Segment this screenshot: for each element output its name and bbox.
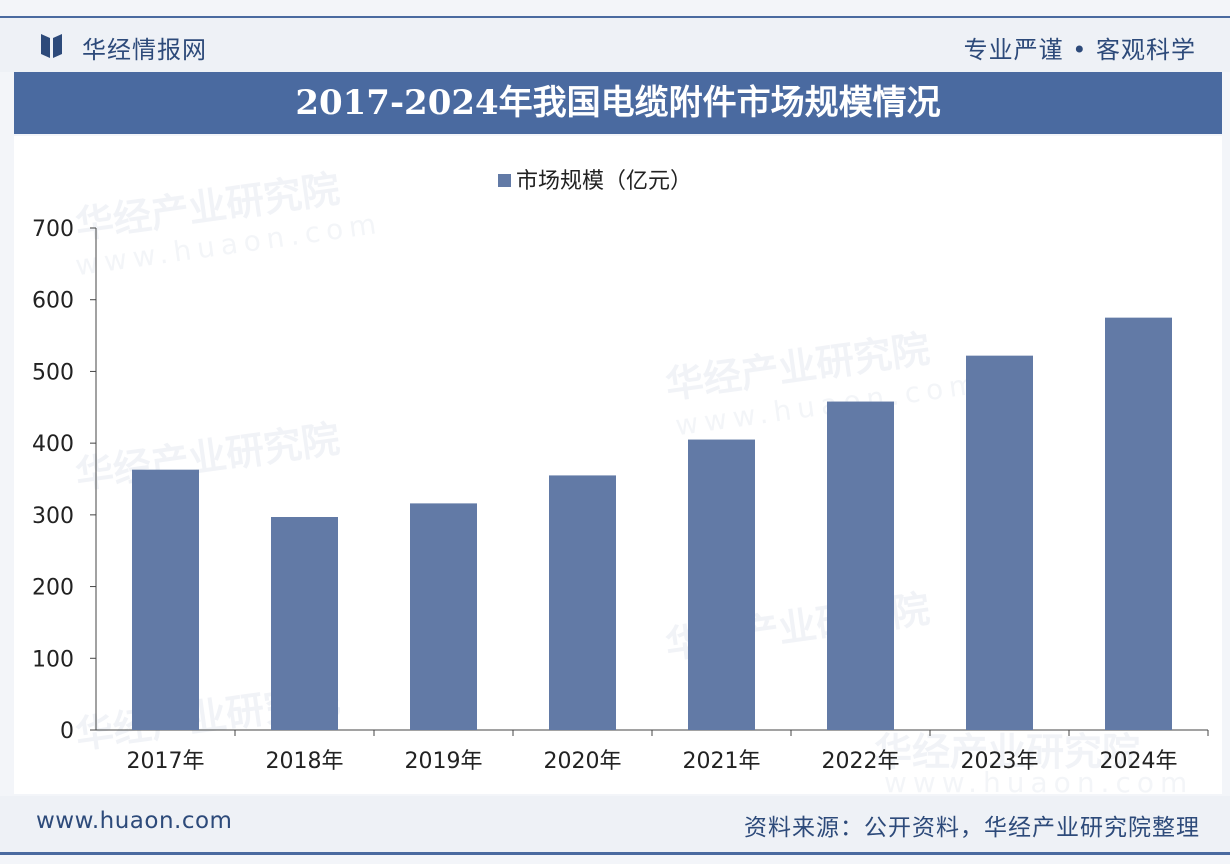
bar <box>827 401 894 730</box>
legend-label: 市场规模（亿元） <box>516 169 692 194</box>
x-tick-label: 2021年 <box>683 749 761 774</box>
title-band: 2017-2024年我国电缆附件市场规模情况 <box>14 72 1222 134</box>
y-tick-label: 400 <box>32 432 74 457</box>
watermark-url: www.huaon.com <box>884 766 1194 799</box>
y-tick-label: 700 <box>32 217 74 242</box>
source-note: 资料来源：公开资料，华经产业研究院整理 <box>744 815 1200 841</box>
y-tick-label: 300 <box>32 504 74 529</box>
bar-chart: 市场规模（亿元） 0 100 200 300 400 500 600 700 2017年 2018年… <box>32 169 1209 774</box>
y-tick-label: 500 <box>32 360 74 385</box>
chart-title: 2017-2024年我国电缆附件市场规模情况 <box>295 83 941 123</box>
header-bar: 华经情报网 专业严谨 • 客观科学 <box>0 16 1230 72</box>
legend-swatch <box>498 174 511 187</box>
chart-area: 华经产业研究院 www.huaon.com 华经产业研究院 www.huaon.… <box>14 136 1222 799</box>
y-tick-label: 100 <box>32 647 74 672</box>
slogan: 专业严谨 • 客观科学 <box>963 36 1196 64</box>
watermark: 华经产业研究院 <box>874 730 1141 774</box>
x-tick-label: 2024年 <box>1100 749 1178 774</box>
logo-icon <box>41 34 62 58</box>
x-tick-label: 2017年 <box>127 749 205 774</box>
logo-name: 华经情报网 <box>82 36 207 64</box>
bar <box>966 355 1033 730</box>
y-tick-label: 0 <box>60 719 74 744</box>
bar <box>410 503 477 730</box>
x-tick-label: 2023年 <box>961 749 1039 774</box>
bar <box>549 475 616 730</box>
footer-bar: www.huaon.com 资料来源：公开资料，华经产业研究院整理 <box>0 796 1230 855</box>
bar <box>1105 317 1172 730</box>
y-tick-label: 600 <box>32 289 74 314</box>
bar <box>688 439 755 730</box>
x-tick-label: 2022年 <box>822 749 900 774</box>
x-tick-label: 2020年 <box>544 749 622 774</box>
x-tick-label: 2018年 <box>266 749 344 774</box>
bar <box>132 469 199 730</box>
footer-url[interactable]: www.huaon.com <box>36 808 233 834</box>
x-tick-label: 2019年 <box>405 749 483 774</box>
y-tick-label: 200 <box>32 576 74 601</box>
bar <box>271 517 338 730</box>
